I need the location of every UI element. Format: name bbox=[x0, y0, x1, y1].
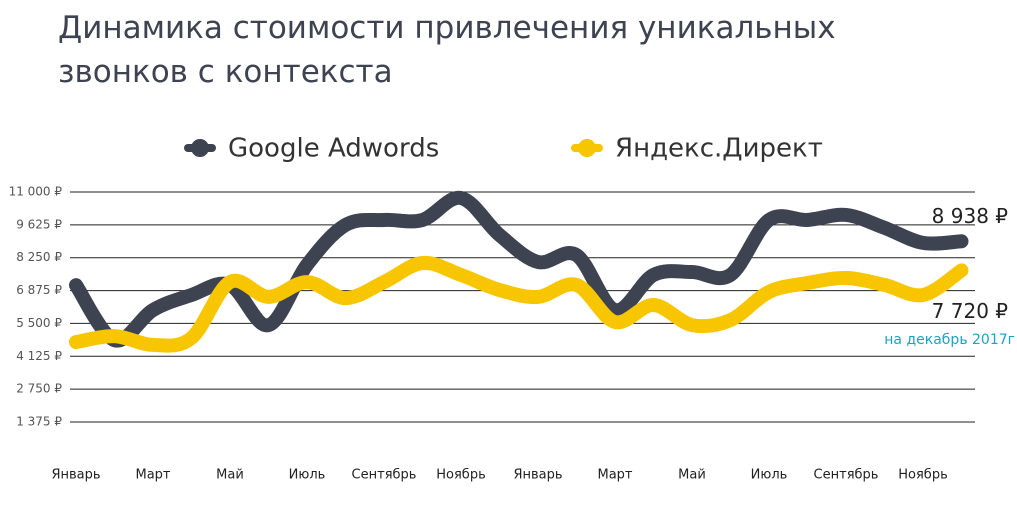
value-label: 8 938 ₽ bbox=[932, 204, 1009, 228]
x-tick-label: Март bbox=[135, 468, 170, 483]
y-tick-label: 4 125 ₽ bbox=[16, 349, 62, 363]
y-tick-label: 2 750 ₽ bbox=[16, 382, 62, 396]
x-tick-label: Ноябрь bbox=[436, 468, 485, 483]
chart-title: Динамика стоимости привлечения уникальны… bbox=[58, 10, 836, 90]
annotation: на декабрь 2017г bbox=[884, 332, 1015, 348]
x-tick-label: Сентябрь bbox=[352, 468, 417, 483]
legend-dot bbox=[578, 139, 596, 157]
legend-label: Google Adwords bbox=[228, 134, 439, 164]
y-tick-label: 6 875 ₽ bbox=[16, 283, 62, 297]
y-tick-label: 9 625 ₽ bbox=[16, 217, 62, 231]
x-tick-label: Март bbox=[597, 468, 632, 483]
x-tick-label: Июль bbox=[751, 468, 788, 483]
x-tick-label: Июль bbox=[289, 468, 326, 483]
x-tick-label: Май bbox=[678, 468, 706, 483]
y-tick-label: 1 375 ₽ bbox=[16, 415, 62, 429]
legend-dot bbox=[191, 139, 209, 157]
series-line bbox=[69, 255, 969, 353]
value-label: 7 720 ₽ bbox=[932, 299, 1009, 323]
x-tick-label: Сентябрь bbox=[814, 468, 879, 483]
x-tick-label: Январь bbox=[51, 468, 100, 483]
x-tick-label: Май bbox=[216, 468, 244, 483]
y-tick-label: 5 500 ₽ bbox=[16, 316, 62, 330]
y-tick-label: 8 250 ₽ bbox=[16, 250, 62, 264]
y-tick-label: 11 000 ₽ bbox=[9, 185, 63, 199]
x-tick-label: Ноябрь bbox=[898, 468, 947, 483]
x-tick-label: Январь bbox=[513, 468, 562, 483]
legend-label: Яндекс.Директ bbox=[615, 134, 823, 164]
